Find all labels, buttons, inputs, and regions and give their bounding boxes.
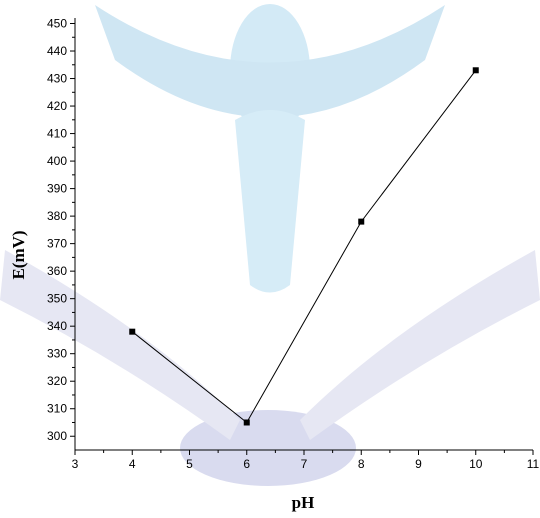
x-tick-label: 11 bbox=[527, 457, 540, 471]
y-tick-label: 360 bbox=[47, 264, 67, 278]
y-tick-label: 350 bbox=[47, 292, 67, 306]
data-point-marker bbox=[358, 218, 365, 225]
x-tick-label: 4 bbox=[129, 457, 136, 471]
y-tick-label: 380 bbox=[47, 209, 67, 223]
x-axis-ticks: 3 4 5 6 7 8 9 10 11 bbox=[72, 450, 540, 471]
x-tick-label: 7 bbox=[301, 457, 308, 471]
y-tick-label: 430 bbox=[47, 72, 67, 86]
watermark-arms bbox=[95, 5, 445, 118]
y-axis-ticks: 300 310 320 330 340 350 360 370 380 390 400 410 420 4… bbox=[47, 17, 75, 443]
watermark-logo bbox=[0, 4, 540, 486]
y-tick-label: 310 bbox=[47, 402, 67, 416]
watermark-ray-right bbox=[300, 250, 540, 440]
series-group bbox=[129, 67, 479, 426]
y-tick-label: 400 bbox=[47, 154, 67, 168]
y-tick-label: 450 bbox=[47, 17, 67, 31]
x-tick-label: 6 bbox=[243, 457, 250, 471]
series-line bbox=[131, 69, 477, 424]
data-point-marker bbox=[472, 67, 479, 74]
y-tick-label: 340 bbox=[47, 319, 67, 333]
y-tick-label: 390 bbox=[47, 182, 67, 196]
x-axis-label: pH bbox=[292, 493, 315, 512]
data-point-marker bbox=[243, 419, 250, 426]
x-tick-label: 8 bbox=[358, 457, 365, 471]
x-tick-label: 10 bbox=[469, 457, 483, 471]
y-tick-label: 410 bbox=[47, 127, 67, 141]
x-tick-label: 9 bbox=[415, 457, 422, 471]
y-tick-label: 330 bbox=[47, 347, 67, 361]
x-tick-label: 5 bbox=[186, 457, 193, 471]
y-tick-label: 420 bbox=[47, 99, 67, 113]
y-axis-label: E(mV) bbox=[9, 230, 28, 279]
watermark-ray-left bbox=[0, 250, 240, 440]
y-tick-label: 440 bbox=[47, 44, 67, 58]
x-tick-label: 3 bbox=[72, 457, 79, 471]
y-tick-label: 370 bbox=[47, 237, 67, 251]
y-tick-label: 300 bbox=[47, 429, 67, 443]
data-point-marker bbox=[129, 328, 136, 335]
y-tick-label: 320 bbox=[47, 374, 67, 388]
watermark-body bbox=[235, 110, 305, 293]
